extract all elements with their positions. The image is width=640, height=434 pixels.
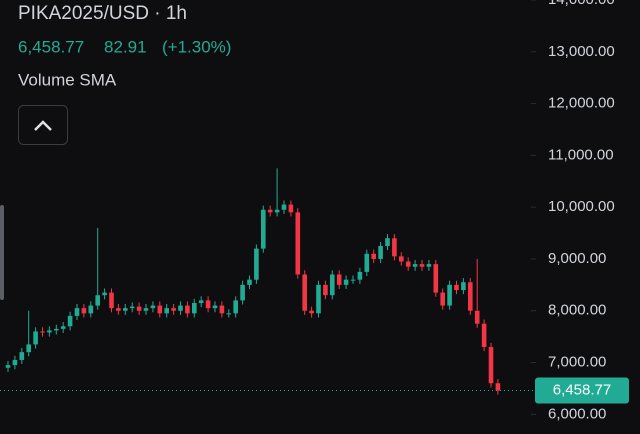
- y-tick-label: 9,000.00: [548, 250, 606, 267]
- candle-body: [54, 328, 59, 331]
- candle-body: [371, 253, 376, 259]
- candle-body: [198, 300, 204, 303]
- candle-body: [343, 279, 349, 285]
- candle-body: [405, 261, 411, 267]
- candle-body: [157, 305, 163, 314]
- candle-body: [412, 264, 418, 267]
- y-tick-label: 13,000.00: [548, 43, 615, 60]
- candle-body: [288, 204, 294, 213]
- y-tick-label: 6,000.00: [548, 405, 606, 422]
- candle-body: [123, 308, 128, 311]
- candle-body: [399, 256, 404, 262]
- candle-body: [88, 305, 94, 314]
- candle-body: [357, 271, 363, 280]
- candle-body: [219, 305, 225, 314]
- price: 6,458.77: [18, 37, 84, 56]
- scrollbar[interactable]: [0, 205, 4, 300]
- candle-body: [474, 310, 480, 324]
- candle-body: [233, 300, 238, 314]
- candle-body: [426, 264, 432, 267]
- candle-body: [192, 302, 197, 314]
- candle-body: [212, 305, 218, 309]
- candle-body: [67, 315, 73, 327]
- candle-body: [95, 295, 100, 306]
- candle-body: [74, 308, 80, 316]
- y-tick-label: 10,000.00: [548, 198, 615, 215]
- candle-body: [433, 264, 439, 293]
- candle-body: [336, 274, 342, 285]
- candle-body: [254, 248, 259, 280]
- candle-body: [440, 292, 445, 306]
- candle-body: [385, 238, 390, 247]
- candle-body: [261, 209, 266, 249]
- y-tick-label: 7,000.00: [548, 353, 606, 370]
- y-tick-label: 14,000.00: [548, 0, 615, 8]
- candle-body: [378, 246, 383, 259]
- candle-body: [481, 323, 487, 347]
- change: 82.91: [104, 37, 147, 56]
- candle-body: [364, 253, 370, 272]
- candle-body: [60, 326, 66, 329]
- candle-body: [109, 292, 114, 309]
- candle-body: [40, 331, 45, 333]
- candle-body: [295, 212, 301, 275]
- candle-body: [33, 331, 38, 345]
- candle-body: [240, 284, 245, 301]
- candle-body: [330, 274, 335, 296]
- candle-body: [12, 359, 18, 366]
- indicator: Volume SMA: [18, 70, 117, 89]
- candle-body: [461, 282, 466, 291]
- candle-body: [164, 308, 169, 314]
- candle-body: [281, 204, 287, 210]
- y-tick-label: 8,000.00: [548, 302, 606, 319]
- candle-body: [136, 306, 142, 311]
- y-tick-label: 12,000.00: [548, 95, 615, 112]
- candle-body: [178, 305, 183, 311]
- candle-body: [274, 209, 280, 213]
- y-tick-label: 11,000.00: [548, 146, 614, 163]
- candle-body: [226, 313, 232, 315]
- plot: 6,000.00 7,000.00 8,000.00 9,000.00 10,000.0…: [0, 0, 629, 422]
- candle-body: [447, 284, 452, 306]
- candle-body: [150, 305, 156, 309]
- candle-body: [102, 292, 107, 296]
- change-pct: (+1.30%): [162, 37, 231, 56]
- candle-body: [47, 330, 52, 333]
- candle-body: [495, 383, 501, 391]
- candle-body: [419, 264, 425, 267]
- last-price-tag: [535, 377, 629, 404]
- candle-body: [316, 284, 321, 314]
- candle-body: [302, 274, 307, 311]
- button-frame[interactable]: [18, 105, 68, 145]
- candle-body: [454, 284, 459, 291]
- last-price-label: 6,458.77: [553, 382, 611, 399]
- candle-body: [185, 305, 190, 314]
- candle-body: [267, 209, 273, 213]
- candle-body: [5, 365, 11, 368]
- candle-body: [350, 279, 356, 281]
- candle-body: [19, 352, 25, 360]
- candle-body: [247, 279, 252, 285]
- chevron-up[interactable]: [34, 120, 52, 131]
- chart-title: PIKA2025/USD · 1h: [18, 3, 187, 24]
- candle-body: [81, 308, 87, 314]
- candle-body: [116, 308, 121, 311]
- candle-body: [171, 308, 176, 311]
- collapse-button[interactable]: [18, 105, 68, 145]
- candle-body: [468, 282, 473, 311]
- candle-body: [323, 284, 328, 296]
- candle-body: [309, 310, 314, 314]
- candle-body: [392, 238, 397, 257]
- candle-body: [129, 306, 135, 309]
- candle-body: [205, 300, 211, 309]
- candle-body: [143, 308, 149, 311]
- candle-body: [488, 346, 494, 384]
- candle-body: [26, 344, 31, 353]
